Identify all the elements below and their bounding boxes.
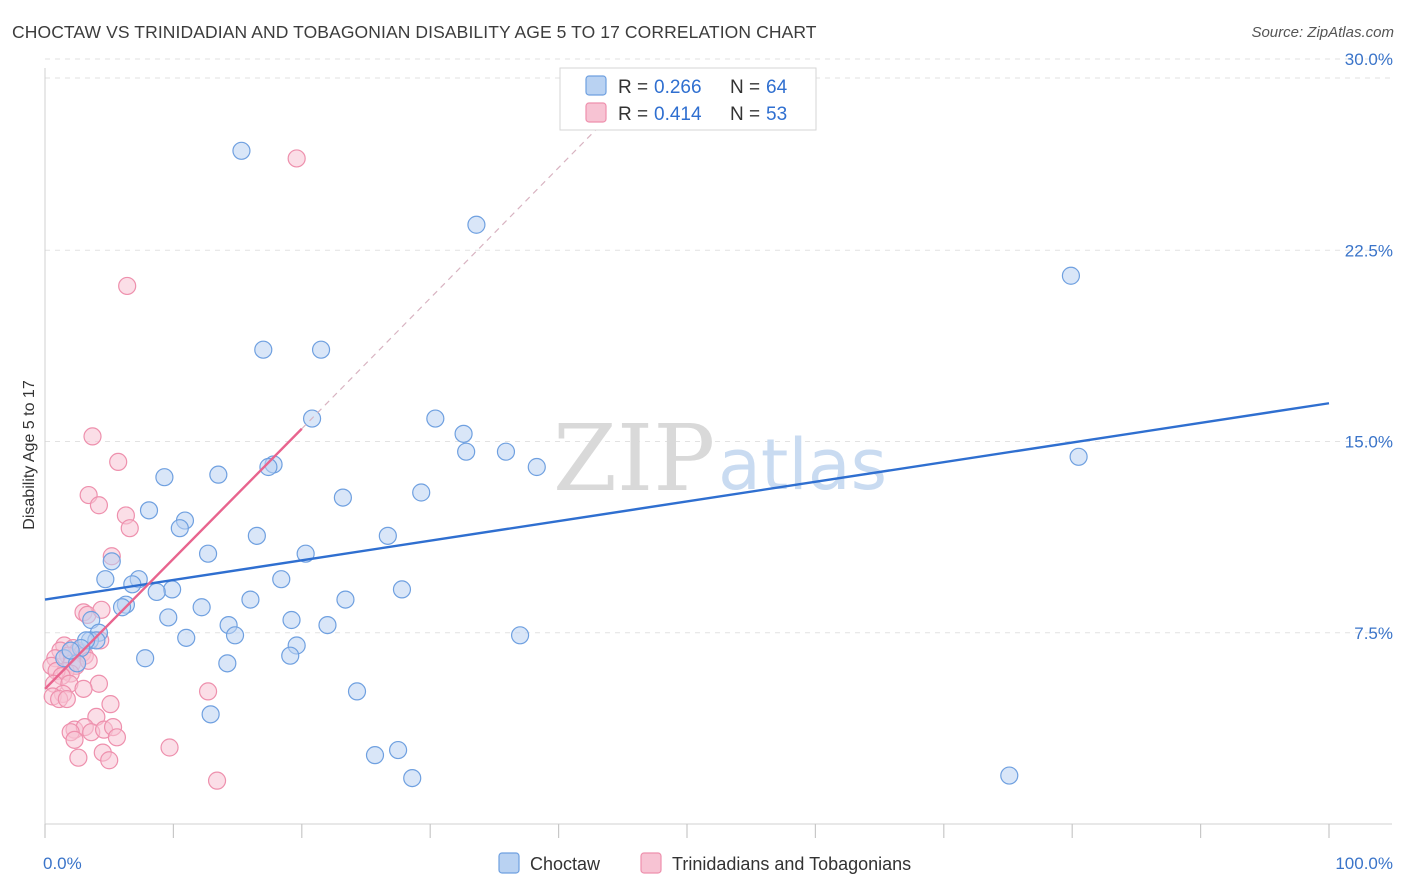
trend-lines bbox=[44, 101, 1330, 690]
choctaw-point bbox=[333, 488, 352, 507]
legend-n-label-1: N = bbox=[730, 77, 765, 98]
choctaw-point bbox=[467, 215, 486, 234]
legend-n-value-1: 64 bbox=[766, 77, 788, 98]
trini-point bbox=[120, 519, 139, 538]
trini-point bbox=[89, 496, 109, 515]
trini-point bbox=[101, 695, 120, 714]
choctaw-point bbox=[155, 468, 174, 487]
choctaw-point bbox=[192, 598, 211, 617]
legend-r-value-2: 0.414 bbox=[654, 104, 702, 125]
trini-point bbox=[118, 276, 137, 296]
choctaw-point bbox=[1000, 766, 1019, 785]
choctaw-point bbox=[112, 598, 132, 617]
choctaw-point bbox=[209, 465, 228, 484]
legend-n-value-2: 53 bbox=[766, 104, 787, 125]
choctaw-point bbox=[1061, 266, 1081, 285]
bottom-legend: Choctaw Trinidadians and Tobagonians bbox=[498, 852, 911, 874]
choctaw-point bbox=[510, 626, 530, 645]
choctaw-point bbox=[102, 552, 121, 571]
legend-swatch-trini bbox=[585, 102, 607, 123]
choctaw-point bbox=[225, 626, 245, 645]
choctaw-point bbox=[389, 740, 408, 760]
watermark: ZIP atlas bbox=[553, 405, 887, 512]
trini-point bbox=[207, 771, 227, 790]
choctaw-point bbox=[426, 409, 445, 428]
y-tick-label: 15.0% bbox=[1345, 433, 1393, 452]
legend-r-label-1: R = bbox=[618, 77, 653, 98]
y-axis-label: Disability Age 5 to 17 bbox=[21, 380, 38, 530]
trini-point bbox=[83, 427, 102, 446]
choctaw-point bbox=[282, 610, 301, 630]
choctaw-point bbox=[281, 646, 300, 665]
legend: R = 0.266 N = 64 R = 0.414 N = 53 bbox=[559, 67, 817, 131]
choctaw-point bbox=[457, 442, 476, 461]
trini-point bbox=[198, 682, 218, 701]
choctaw-point bbox=[232, 141, 251, 160]
choctaw-point bbox=[496, 442, 516, 461]
trini-point bbox=[69, 748, 88, 767]
choctaw-point bbox=[139, 501, 159, 520]
choctaw-point bbox=[259, 457, 278, 477]
choctaw-point bbox=[1069, 447, 1088, 466]
y-tick-label: 7.5% bbox=[1354, 624, 1393, 643]
trini-point bbox=[160, 738, 179, 757]
chart-source: Source: ZipAtlas.com bbox=[1251, 24, 1394, 41]
choctaw-point bbox=[318, 615, 337, 635]
choctaw-point bbox=[198, 544, 218, 563]
choctaw-point bbox=[392, 580, 412, 599]
choctaw-point bbox=[159, 608, 178, 627]
legend-r-label-2: R = bbox=[618, 104, 653, 125]
choctaw-point bbox=[527, 457, 546, 477]
choctaw-point bbox=[96, 570, 115, 589]
choctaw-point bbox=[254, 340, 273, 359]
legend-swatch-choctaw bbox=[585, 75, 607, 96]
bottom-legend-trini: Trinidadians and Tobagonians bbox=[672, 854, 911, 874]
choctaw-point bbox=[147, 582, 166, 602]
trini-point bbox=[287, 149, 306, 168]
choctaw-point bbox=[403, 768, 422, 788]
choctaw-point bbox=[272, 570, 291, 589]
choctaw-point bbox=[170, 519, 189, 538]
choctaw-point bbox=[365, 746, 385, 765]
choctaw-point bbox=[412, 483, 431, 502]
choctaw-point bbox=[311, 340, 331, 359]
trini-point bbox=[74, 679, 93, 698]
legend-n-label-2: N = bbox=[730, 104, 765, 125]
bottom-legend-choctaw: Choctaw bbox=[530, 854, 601, 874]
trini-point bbox=[89, 674, 109, 693]
choctaw-point bbox=[201, 705, 220, 724]
x-tick-label: 0.0% bbox=[43, 854, 82, 873]
choctaw-point bbox=[347, 682, 367, 701]
trini-point bbox=[109, 452, 128, 471]
trini-point bbox=[57, 689, 76, 709]
x-tick-label: 100.0% bbox=[1335, 854, 1393, 873]
choctaw-point bbox=[378, 526, 397, 545]
watermark-zip: ZIP bbox=[553, 405, 715, 512]
legend-r-value-1: 0.266 bbox=[654, 77, 702, 98]
axes: 7.5% 15.0% 22.5% 30.0% 0.0% 100.0% bbox=[43, 50, 1393, 873]
trend-extension-trini bbox=[301, 101, 624, 430]
trini-point bbox=[100, 751, 119, 770]
choctaw-point bbox=[218, 654, 237, 673]
choctaw-point bbox=[163, 580, 182, 599]
choctaw-point bbox=[247, 526, 266, 545]
choctaw-point bbox=[136, 649, 155, 668]
trend-line-choctaw bbox=[44, 402, 1330, 601]
choctaw-point bbox=[336, 590, 355, 609]
trini-point bbox=[65, 730, 84, 749]
bottom-legend-swatch-choctaw bbox=[498, 852, 520, 874]
choctaw-point bbox=[241, 590, 260, 609]
data-points bbox=[42, 141, 1088, 790]
choctaw-point bbox=[177, 628, 196, 647]
y-tick-label: 22.5% bbox=[1345, 241, 1393, 260]
chart-title: CHOCTAW VS TRINIDADIAN AND TOBAGONIAN DI… bbox=[12, 22, 817, 42]
choctaw-point bbox=[61, 641, 80, 660]
bottom-legend-swatch-trini bbox=[640, 852, 662, 874]
trini-point bbox=[107, 728, 127, 747]
trend-line-trini bbox=[44, 427, 303, 690]
choctaw-point bbox=[454, 424, 473, 443]
y-tick-label: 30.0% bbox=[1345, 50, 1393, 69]
